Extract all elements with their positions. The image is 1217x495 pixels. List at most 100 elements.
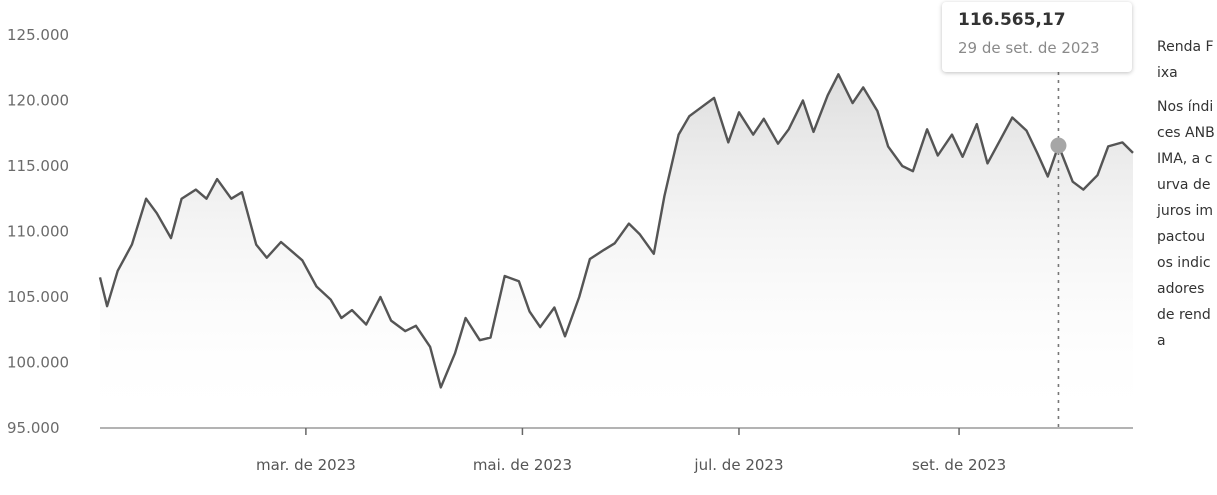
data-point[interactable] — [1025, 129, 1029, 133]
data-point[interactable] — [737, 110, 741, 114]
y-tick-label: 95.000 — [7, 419, 60, 437]
data-point[interactable] — [900, 164, 904, 168]
data-point[interactable] — [836, 72, 840, 76]
data-point[interactable] — [925, 127, 929, 131]
data-point[interactable] — [1106, 144, 1110, 148]
data-point[interactable] — [290, 249, 294, 253]
y-tick-label: 115.000 — [7, 157, 69, 175]
data-point[interactable] — [1046, 175, 1050, 179]
data-point[interactable] — [886, 144, 890, 148]
data-point[interactable] — [911, 169, 915, 173]
data-point[interactable] — [364, 323, 368, 327]
data-point[interactable] — [528, 309, 532, 313]
data-point[interactable] — [1010, 116, 1014, 120]
data-point[interactable] — [602, 248, 606, 252]
data-point[interactable] — [350, 308, 354, 312]
data-point[interactable] — [613, 241, 617, 245]
data-point[interactable] — [105, 304, 109, 308]
data-point[interactable] — [961, 155, 965, 159]
tooltip-value: 116.565,17 — [958, 10, 1066, 30]
data-point[interactable] — [517, 279, 521, 283]
tooltip-date: 29 de set. de 2023 — [958, 39, 1100, 57]
tooltip: 116.565,17 29 de set. de 2023 — [942, 2, 1132, 72]
x-tick-label: mar. de 2023 — [256, 456, 356, 474]
data-point[interactable] — [936, 154, 940, 158]
y-tick-label: 110.000 — [7, 223, 69, 241]
data-point[interactable] — [254, 243, 258, 247]
data-point[interactable] — [478, 338, 482, 342]
data-point[interactable] — [205, 197, 209, 201]
data-point[interactable] — [215, 177, 219, 181]
y-tick-label: 125.000 — [7, 26, 69, 44]
data-point[interactable] — [1000, 135, 1004, 139]
data-point[interactable] — [652, 252, 656, 256]
line-chart[interactable]: 125.000 120.000 115.000 110.000 105.000 100.0… — [0, 0, 1140, 495]
data-point[interactable] — [265, 256, 269, 260]
data-point[interactable] — [851, 101, 855, 105]
data-point[interactable] — [428, 345, 432, 349]
data-point[interactable] — [98, 275, 102, 279]
series-line — [98, 73, 1134, 389]
data-point[interactable] — [339, 316, 343, 320]
data-point[interactable] — [577, 295, 581, 299]
data-point[interactable] — [638, 232, 642, 236]
x-tick-label: jul. de 2023 — [693, 456, 783, 474]
data-point[interactable] — [155, 211, 159, 215]
data-point[interactable] — [776, 142, 780, 146]
data-point[interactable] — [279, 240, 283, 244]
data-point[interactable] — [240, 190, 244, 194]
data-point[interactable] — [677, 133, 681, 137]
data-point[interactable] — [1035, 151, 1039, 155]
data-point[interactable] — [116, 269, 120, 273]
data-point[interactable] — [1081, 188, 1085, 192]
highlight-marker[interactable] — [1050, 137, 1067, 154]
data-point[interactable] — [180, 197, 184, 201]
data-point[interactable] — [378, 295, 382, 299]
data-point[interactable] — [1120, 140, 1124, 144]
data-point[interactable] — [329, 298, 333, 302]
data-point[interactable] — [1096, 173, 1100, 177]
y-tick-label: 120.000 — [7, 92, 69, 110]
data-point[interactable] — [489, 336, 493, 340]
data-point[interactable] — [229, 197, 233, 201]
data-point[interactable] — [1131, 151, 1135, 155]
data-point[interactable] — [563, 334, 567, 338]
data-point[interactable] — [130, 243, 134, 247]
data-point[interactable] — [1071, 180, 1075, 184]
data-point[interactable] — [986, 161, 990, 165]
data-point[interactable] — [787, 127, 791, 131]
data-point[interactable] — [414, 324, 418, 328]
x-axis: mar. de 2023 mai. de 2023 jul. de 2023 set.… — [256, 428, 1006, 474]
data-point[interactable] — [389, 319, 393, 323]
sidebar-text: Renda Fixa Nos índices ANBIMA, a curva d… — [1157, 34, 1215, 354]
data-point[interactable] — [439, 385, 443, 389]
data-point[interactable] — [687, 114, 691, 118]
data-point[interactable] — [144, 197, 148, 201]
data-point[interactable] — [712, 96, 716, 100]
data-point[interactable] — [464, 316, 468, 320]
data-point[interactable] — [801, 99, 805, 103]
data-point[interactable] — [627, 222, 631, 226]
data-point[interactable] — [453, 351, 457, 355]
data-point[interactable] — [702, 104, 706, 108]
data-point[interactable] — [194, 188, 198, 192]
data-point[interactable] — [861, 85, 865, 89]
data-point[interactable] — [875, 109, 879, 113]
data-point[interactable] — [403, 329, 407, 333]
data-point[interactable] — [950, 133, 954, 137]
data-point[interactable] — [751, 133, 755, 137]
data-point[interactable] — [300, 258, 304, 262]
data-point[interactable] — [503, 274, 507, 278]
data-point[interactable] — [552, 306, 556, 310]
data-point[interactable] — [662, 194, 666, 198]
data-point[interactable] — [975, 122, 979, 126]
data-point[interactable] — [315, 285, 319, 289]
data-point[interactable] — [812, 130, 816, 134]
data-point[interactable] — [169, 236, 173, 240]
data-point[interactable] — [826, 93, 830, 97]
data-point[interactable] — [726, 140, 730, 144]
y-axis: 125.000 120.000 115.000 110.000 105.000 100.0… — [7, 26, 69, 437]
data-point[interactable] — [588, 257, 592, 261]
data-point[interactable] — [538, 325, 542, 329]
data-point[interactable] — [762, 117, 766, 121]
